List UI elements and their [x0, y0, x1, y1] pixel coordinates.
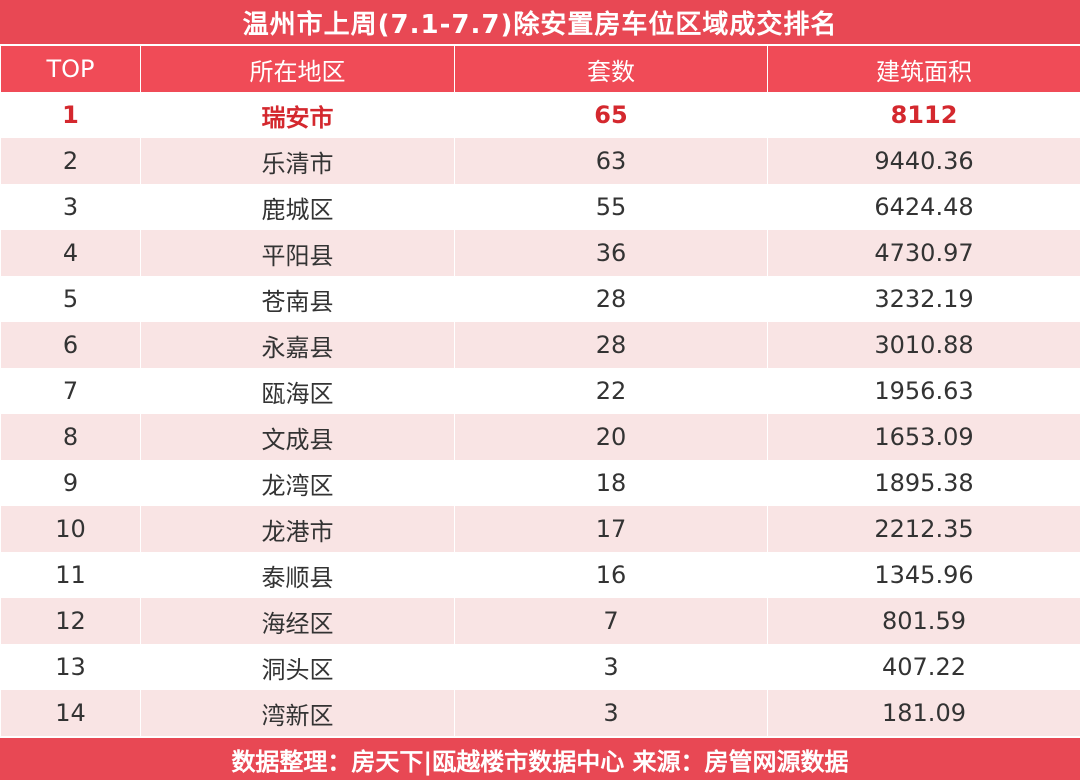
rank-cell: 5: [0, 276, 141, 322]
units-cell: 7: [454, 598, 768, 644]
units-cell: 16: [454, 552, 768, 598]
table-title: 温州市上周(7.1-7.7)除安置房车位区域成交排名: [0, 0, 1080, 44]
units-cell: 28: [454, 276, 768, 322]
area-cell: 181.09: [767, 690, 1080, 736]
column-header-area: 建筑面积: [767, 44, 1080, 92]
rank-cell: 12: [0, 598, 141, 644]
rank-cell: 9: [0, 460, 141, 506]
region-cell: 乐清市: [140, 138, 455, 184]
region-cell: 瓯海区: [140, 368, 455, 414]
area-cell: 3010.88: [767, 322, 1080, 368]
table-row: 6 永嘉县 28 3010.88: [0, 322, 1080, 368]
table-header-row: TOP 所在地区 套数 建筑面积: [0, 44, 1080, 92]
area-cell: 801.59: [767, 598, 1080, 644]
table-row: 8 文成县 20 1653.09: [0, 414, 1080, 460]
region-cell: 泰顺县: [140, 552, 455, 598]
region-cell: 苍南县: [140, 276, 455, 322]
rank-cell: 4: [0, 230, 141, 276]
source-footer: 数据整理：房天下|瓯越楼市数据中心 来源：房管网源数据: [0, 738, 1080, 780]
rank-cell: 2: [0, 138, 141, 184]
rank-cell: 8: [0, 414, 141, 460]
rank-cell: 6: [0, 322, 141, 368]
region-cell: 平阳县: [140, 230, 455, 276]
area-cell: 1956.63: [767, 368, 1080, 414]
table-row: 2 乐清市 63 9440.36: [0, 138, 1080, 184]
region-cell: 瑞安市: [140, 92, 455, 138]
units-cell: 55: [454, 184, 768, 230]
table-row: 1 瑞安市 65 8112: [0, 92, 1080, 138]
area-cell: 9440.36: [767, 138, 1080, 184]
table-row: 14 湾新区 3 181.09: [0, 690, 1080, 736]
table-row: 3 鹿城区 55 6424.48: [0, 184, 1080, 230]
column-header-region: 所在地区: [140, 44, 455, 92]
area-cell: 1345.96: [767, 552, 1080, 598]
area-cell: 1653.09: [767, 414, 1080, 460]
units-cell: 17: [454, 506, 768, 552]
region-cell: 海经区: [140, 598, 455, 644]
region-cell: 龙港市: [140, 506, 455, 552]
ranking-table: TOP 所在地区 套数 建筑面积 1 瑞安市 65 8112 2 乐清市 63 …: [0, 44, 1080, 736]
column-header-units: 套数: [454, 44, 768, 92]
units-cell: 65: [454, 92, 768, 138]
rank-cell: 13: [0, 644, 141, 690]
area-cell: 4730.97: [767, 230, 1080, 276]
units-cell: 22: [454, 368, 768, 414]
units-cell: 63: [454, 138, 768, 184]
area-cell: 3232.19: [767, 276, 1080, 322]
column-header-top: TOP: [0, 44, 141, 92]
table-row: 7 瓯海区 22 1956.63: [0, 368, 1080, 414]
area-cell: 2212.35: [767, 506, 1080, 552]
table-row: 4 平阳县 36 4730.97: [0, 230, 1080, 276]
region-cell: 湾新区: [140, 690, 455, 736]
area-cell: 407.22: [767, 644, 1080, 690]
units-cell: 3: [454, 690, 768, 736]
units-cell: 18: [454, 460, 768, 506]
area-cell: 8112: [767, 92, 1080, 138]
region-cell: 文成县: [140, 414, 455, 460]
rank-cell: 1: [0, 92, 141, 138]
rank-cell: 7: [0, 368, 141, 414]
table-row: 13 洞头区 3 407.22: [0, 644, 1080, 690]
table-row: 5 苍南县 28 3232.19: [0, 276, 1080, 322]
rank-cell: 10: [0, 506, 141, 552]
area-cell: 6424.48: [767, 184, 1080, 230]
table-row: 9 龙湾区 18 1895.38: [0, 460, 1080, 506]
rank-cell: 3: [0, 184, 141, 230]
units-cell: 3: [454, 644, 768, 690]
units-cell: 20: [454, 414, 768, 460]
rank-cell: 11: [0, 552, 141, 598]
region-cell: 永嘉县: [140, 322, 455, 368]
region-cell: 龙湾区: [140, 460, 455, 506]
rank-cell: 14: [0, 690, 141, 736]
region-cell: 洞头区: [140, 644, 455, 690]
units-cell: 36: [454, 230, 768, 276]
region-cell: 鹿城区: [140, 184, 455, 230]
table-row: 12 海经区 7 801.59: [0, 598, 1080, 644]
area-cell: 1895.38: [767, 460, 1080, 506]
table-row: 10 龙港市 17 2212.35: [0, 506, 1080, 552]
units-cell: 28: [454, 322, 768, 368]
table-row: 11 泰顺县 16 1345.96: [0, 552, 1080, 598]
